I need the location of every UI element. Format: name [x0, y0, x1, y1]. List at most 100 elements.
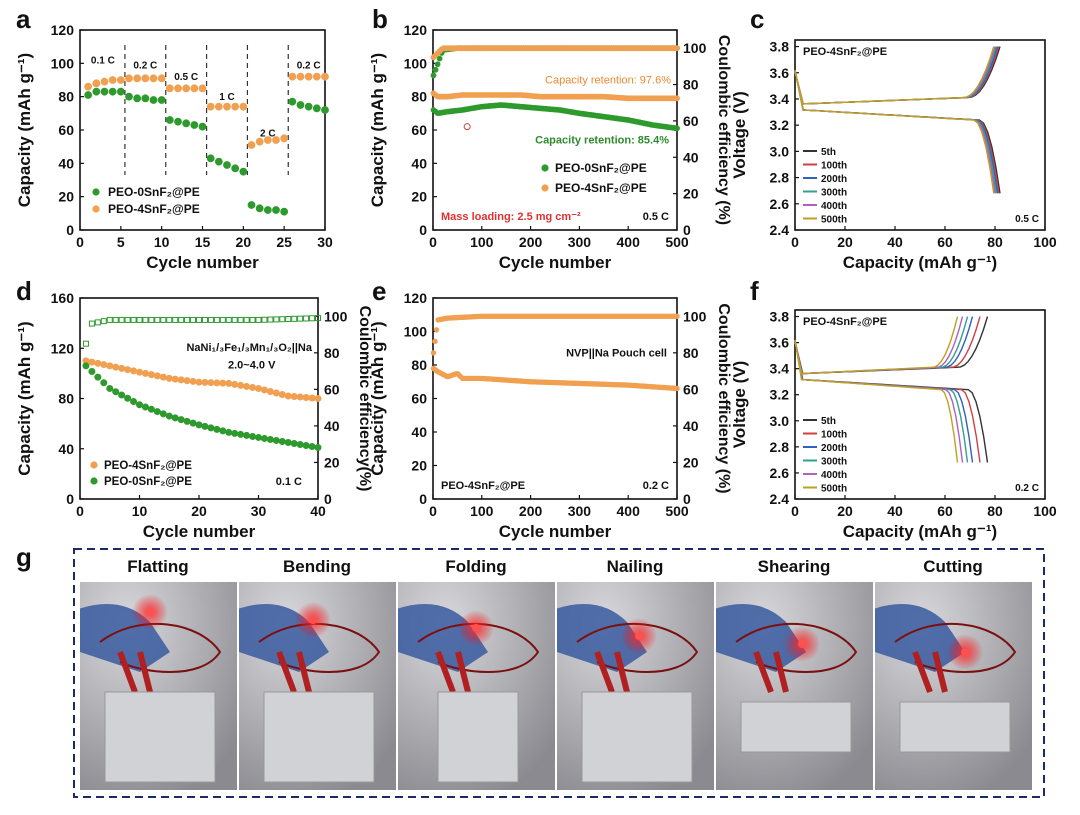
discharge-curve-500th [794, 339, 959, 463]
data-point-PEO-4SnF₂@PE [116, 76, 125, 84]
data-point-PEO-4SnF₂@PE [288, 72, 297, 81]
panel-g-frame [73, 548, 1045, 798]
x-tick-label: 400 [617, 503, 641, 519]
capacity-point [153, 408, 161, 416]
y2-axis-title: Coulombic efficiency(%) [356, 306, 373, 492]
capacity-point [231, 429, 239, 437]
x-axis-title: Cycle number [499, 522, 612, 541]
capacity-point [272, 436, 280, 444]
x-tick-label: 300 [568, 503, 592, 519]
legend-label: 200th [821, 443, 847, 454]
data-point-PEO-0SnF₂@PE [263, 206, 272, 214]
capacity-point [177, 376, 185, 384]
capacity-point [213, 425, 221, 433]
x-tick-label: 0 [76, 234, 84, 250]
data-point-PEO-0SnF₂@PE [214, 157, 223, 166]
y-tick-label: 80 [411, 357, 427, 373]
capacity-point [674, 125, 680, 132]
capacity-point [308, 442, 316, 450]
ce-point [674, 45, 680, 52]
y2-tick-label: 100 [324, 308, 348, 324]
data-point-PEO-4SnF₂@PE [190, 84, 199, 93]
discharge-curve-500th [794, 70, 995, 194]
rate-label: 0.2 C [297, 60, 321, 71]
x-tick-label: 40 [887, 503, 903, 519]
x-tick-label: 200 [519, 503, 543, 519]
data-point-PEO-4SnF₂@PE [321, 72, 329, 81]
capacity-point [308, 394, 316, 402]
capacity-point [94, 373, 102, 381]
capacity-point [106, 384, 114, 392]
photo-title-cutting: Cutting [923, 557, 983, 576]
y-tick-label: 120 [51, 340, 75, 356]
y-tick-label: 40 [58, 441, 74, 457]
y-tick-label: 20 [58, 189, 74, 205]
ce-point [148, 316, 155, 323]
ce-point [130, 316, 137, 323]
legend-label: 300th [821, 188, 847, 199]
y-tick-label: 2.6 [770, 196, 790, 212]
legend-label: 300th [821, 457, 847, 468]
y-tick-label: 60 [411, 122, 427, 138]
x-tick-label: 0 [429, 234, 437, 250]
capacity-point [674, 385, 680, 392]
x-tick-label: 500 [665, 234, 689, 250]
data-point-PEO-4SnF₂@PE [263, 136, 272, 144]
y2-tick-label: 60 [683, 381, 699, 397]
y-tick-label: 3.2 [770, 117, 790, 133]
y-tick-label: 160 [51, 290, 75, 306]
data-point-PEO-4SnF₂@PE [198, 84, 207, 93]
panel-letter-e: e [372, 276, 386, 306]
y-tick-label: 2.8 [770, 170, 790, 186]
data-point-PEO-0SnF₂@PE [198, 122, 207, 131]
panel-letter-g: g [16, 542, 32, 572]
legend-label: 200th [821, 174, 847, 185]
capacity-point [100, 379, 108, 387]
capacity-point [243, 431, 251, 439]
ce-point [297, 315, 304, 322]
y2-axis-title: Coulombic efficiency (%) [715, 35, 732, 225]
x-tick-label: 10 [132, 503, 148, 519]
capacity-point [201, 378, 209, 386]
legend-label: 500th [821, 215, 847, 226]
capacity-point [106, 362, 114, 370]
capacity-point [237, 430, 245, 438]
legend-label: PEO-0SnF₂@PE [108, 185, 200, 199]
y2-tick-label: 80 [683, 345, 699, 361]
cell-label: NVP||Na Pouch cell [566, 348, 667, 360]
plot-frame-c [794, 39, 1046, 231]
capacity-point [284, 438, 292, 446]
capacity-point [195, 378, 203, 386]
data-point-PEO-4SnF₂@PE [304, 72, 313, 81]
y2-tick-label: 80 [324, 345, 340, 361]
y-tick-label: 0 [419, 491, 427, 507]
legend-label: 5th [821, 416, 836, 427]
data-point-PEO-4SnF₂@PE [174, 84, 182, 93]
y-axis-title: Capacity (mAh g⁻¹) [15, 321, 34, 475]
capacity-point [266, 435, 274, 443]
photo-title-nailing: Nailing [606, 557, 664, 576]
charge-curve-500th [794, 46, 995, 105]
ce-point [160, 316, 167, 323]
x-tick-label: 0 [429, 503, 437, 519]
y2-tick-label: 20 [683, 454, 699, 470]
capacity-point [243, 382, 251, 390]
capacity-point [189, 419, 197, 427]
capacity-point [290, 439, 298, 447]
photo-title-folding: Folding [445, 557, 507, 576]
y2-tick-label: 20 [324, 454, 340, 470]
y-tick-label: 100 [404, 55, 428, 71]
data-point-PEO-4SnF₂@PE [108, 76, 117, 84]
data-point-PEO-4SnF₂@PE [223, 102, 231, 111]
capacity-point [124, 366, 132, 374]
data-point-PEO-0SnF₂@PE [100, 87, 109, 96]
ce-point [309, 315, 316, 322]
data-point-PEO-4SnF₂@PE [239, 102, 248, 111]
x-tick-label: 100 [1033, 234, 1057, 250]
data-point-PEO-4SnF₂@PE [255, 137, 264, 146]
y-axis-title: Voltage (V) [730, 361, 749, 449]
capacity-point [272, 389, 280, 397]
capacity-point [141, 369, 149, 377]
panel-title: PEO-4SnF₂@PE [803, 316, 887, 328]
panel-letter-f: f [750, 276, 759, 306]
